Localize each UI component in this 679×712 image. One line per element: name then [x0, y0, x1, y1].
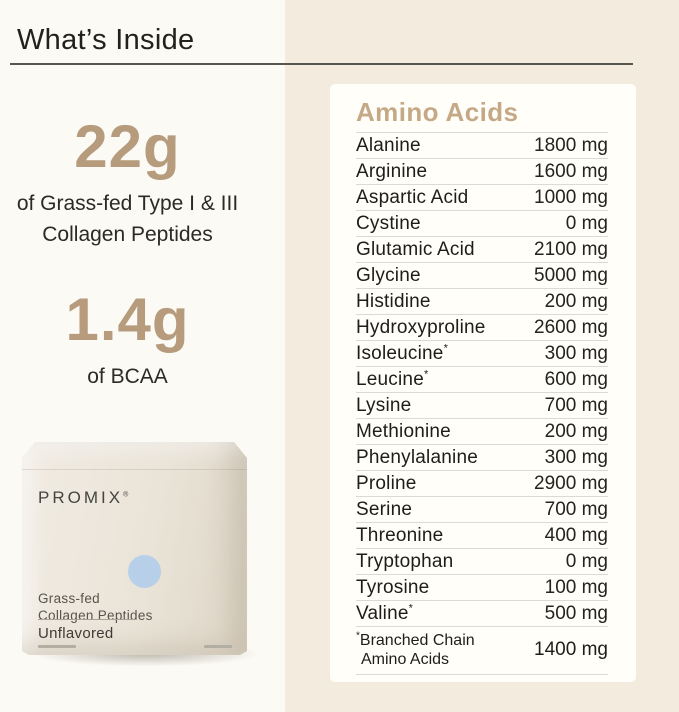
amino-row: Alanine 1800 mg — [356, 133, 608, 159]
bag-flavor: Unflavored — [38, 625, 114, 642]
amino-name: Phenylalanine — [356, 446, 478, 468]
amino-value: 0 mg — [565, 550, 608, 572]
amino-row: Glutamic Acid 2100 mg — [356, 237, 608, 263]
amino-row: Phenylalanine 300 mg — [356, 445, 608, 471]
bcaa-asterisk: * — [443, 342, 449, 355]
amino-value: 1600 mg — [534, 160, 608, 182]
amino-row: Threonine 400 mg — [356, 523, 608, 549]
title-underline — [10, 63, 633, 65]
bag-product-name-line1: Grass-fed — [38, 591, 100, 606]
amino-value: 700 mg — [544, 498, 608, 520]
amino-row: Hydroxyproline 2600 mg — [356, 315, 608, 341]
product-bag: PROMIX® Grass-fed Collagen Peptides Unfl… — [22, 442, 247, 655]
bcaa-amount: 1.4g — [65, 286, 190, 353]
amino-value: 0 mg — [565, 212, 608, 234]
amino-value: 5000 mg — [534, 264, 608, 286]
amino-row: Serine 700 mg — [356, 497, 608, 523]
amino-value: 200 mg — [544, 290, 608, 312]
amino-value: 500 mg — [544, 602, 608, 624]
amino-footnote-value: 1400 mg — [534, 639, 608, 660]
registered-mark: ® — [123, 491, 129, 499]
amino-row: Valine* 500 mg — [356, 601, 608, 627]
amino-value: 100 mg — [544, 576, 608, 598]
collagen-label: of Grass-fed Type I & III Collagen Pepti… — [0, 188, 255, 250]
amino-name: Cystine — [356, 212, 421, 234]
blue-dot-logo — [128, 555, 161, 588]
amino-row: Cystine 0 mg — [356, 211, 608, 237]
amino-value: 400 mg — [544, 524, 608, 546]
amino-value: 700 mg — [544, 394, 608, 416]
amino-row: Methionine 200 mg — [356, 419, 608, 445]
amino-row: Proline 2900 mg — [356, 471, 608, 497]
amino-row: Leucine* 600 mg — [356, 367, 608, 393]
amino-acids-title: Amino Acids — [356, 97, 519, 127]
amino-row: Lysine 700 mg — [356, 393, 608, 419]
amino-row: Arginine 1600 mg — [356, 159, 608, 185]
amino-row: Aspartic Acid 1000 mg — [356, 185, 608, 211]
amino-value: 200 mg — [544, 420, 608, 442]
bag-fine-print-right — [204, 645, 232, 648]
footnote-line2: Amino Acids — [361, 651, 450, 668]
bag-top-seam — [22, 469, 247, 470]
brand-logo: PROMIX® — [38, 488, 129, 507]
amino-name: Aspartic Acid — [356, 186, 469, 208]
amino-name: Leucine* — [356, 368, 429, 390]
amino-name: Tyrosine — [356, 576, 430, 598]
amino-name: Proline — [356, 472, 417, 494]
bcaa-asterisk: * — [408, 602, 414, 615]
amino-name: Hydroxyproline — [356, 316, 486, 338]
amino-name: Methionine — [356, 420, 451, 442]
footnote-asterisk: * — [356, 630, 360, 642]
bcaa-stat: 1.4g of BCAA — [0, 289, 255, 392]
amino-value: 2100 mg — [534, 238, 608, 260]
amino-name: Alanine — [356, 134, 421, 156]
amino-value: 300 mg — [544, 342, 608, 364]
amino-row: Isoleucine* 300 mg — [356, 341, 608, 367]
amino-rows: Alanine 1800 mg Arginine 1600 mg Aspartic Ac… — [356, 132, 608, 627]
bcaa-label: of BCAA — [87, 365, 168, 388]
amino-name: Valine* — [356, 602, 414, 624]
collagen-stat: 22g of Grass-fed Type I & III Collagen P… — [0, 116, 255, 250]
amino-value: 1800 mg — [534, 134, 608, 156]
amino-name: Glycine — [356, 264, 421, 286]
amino-value: 1000 mg — [534, 186, 608, 208]
bag-fine-print-left — [38, 645, 76, 648]
amino-row: Tyrosine 100 mg — [356, 575, 608, 601]
amino-row: Tryptophan 0 mg — [356, 549, 608, 575]
footnote-line1: Branched Chain — [359, 632, 475, 649]
amino-name: Isoleucine* — [356, 342, 449, 364]
amino-name: Tryptophan — [356, 550, 454, 572]
collagen-amount: 22g — [74, 113, 181, 180]
bag-product-name-line2: Collagen Peptides — [38, 608, 153, 623]
amino-name: Serine — [356, 498, 413, 520]
page-title: What’s Inside — [17, 24, 195, 56]
amino-row: Glycine 5000 mg — [356, 263, 608, 289]
amino-acids-card: Amino Acids Alanine 1800 mg Arginine 1600 m… — [330, 84, 636, 682]
bag-divider — [38, 619, 137, 620]
amino-value: 2900 mg — [534, 472, 608, 494]
amino-name: Histidine — [356, 290, 431, 312]
amino-name: Glutamic Acid — [356, 238, 475, 260]
amino-name: Arginine — [356, 160, 428, 182]
amino-name: Lysine — [356, 394, 412, 416]
amino-footnote-label: *Branched Chain Amino Acids — [356, 631, 475, 669]
amino-row: Histidine 200 mg — [356, 289, 608, 315]
collagen-label-line2: Collagen Peptides — [42, 223, 213, 246]
collagen-label-line1: of Grass-fed Type I & III — [16, 192, 239, 215]
amino-name: Threonine — [356, 524, 444, 546]
bcaa-asterisk: * — [423, 368, 429, 381]
amino-value: 300 mg — [544, 446, 608, 468]
amino-footnote-row: *Branched Chain Amino Acids 1400 mg — [356, 627, 608, 675]
amino-value: 2600 mg — [534, 316, 608, 338]
amino-value: 600 mg — [544, 368, 608, 390]
